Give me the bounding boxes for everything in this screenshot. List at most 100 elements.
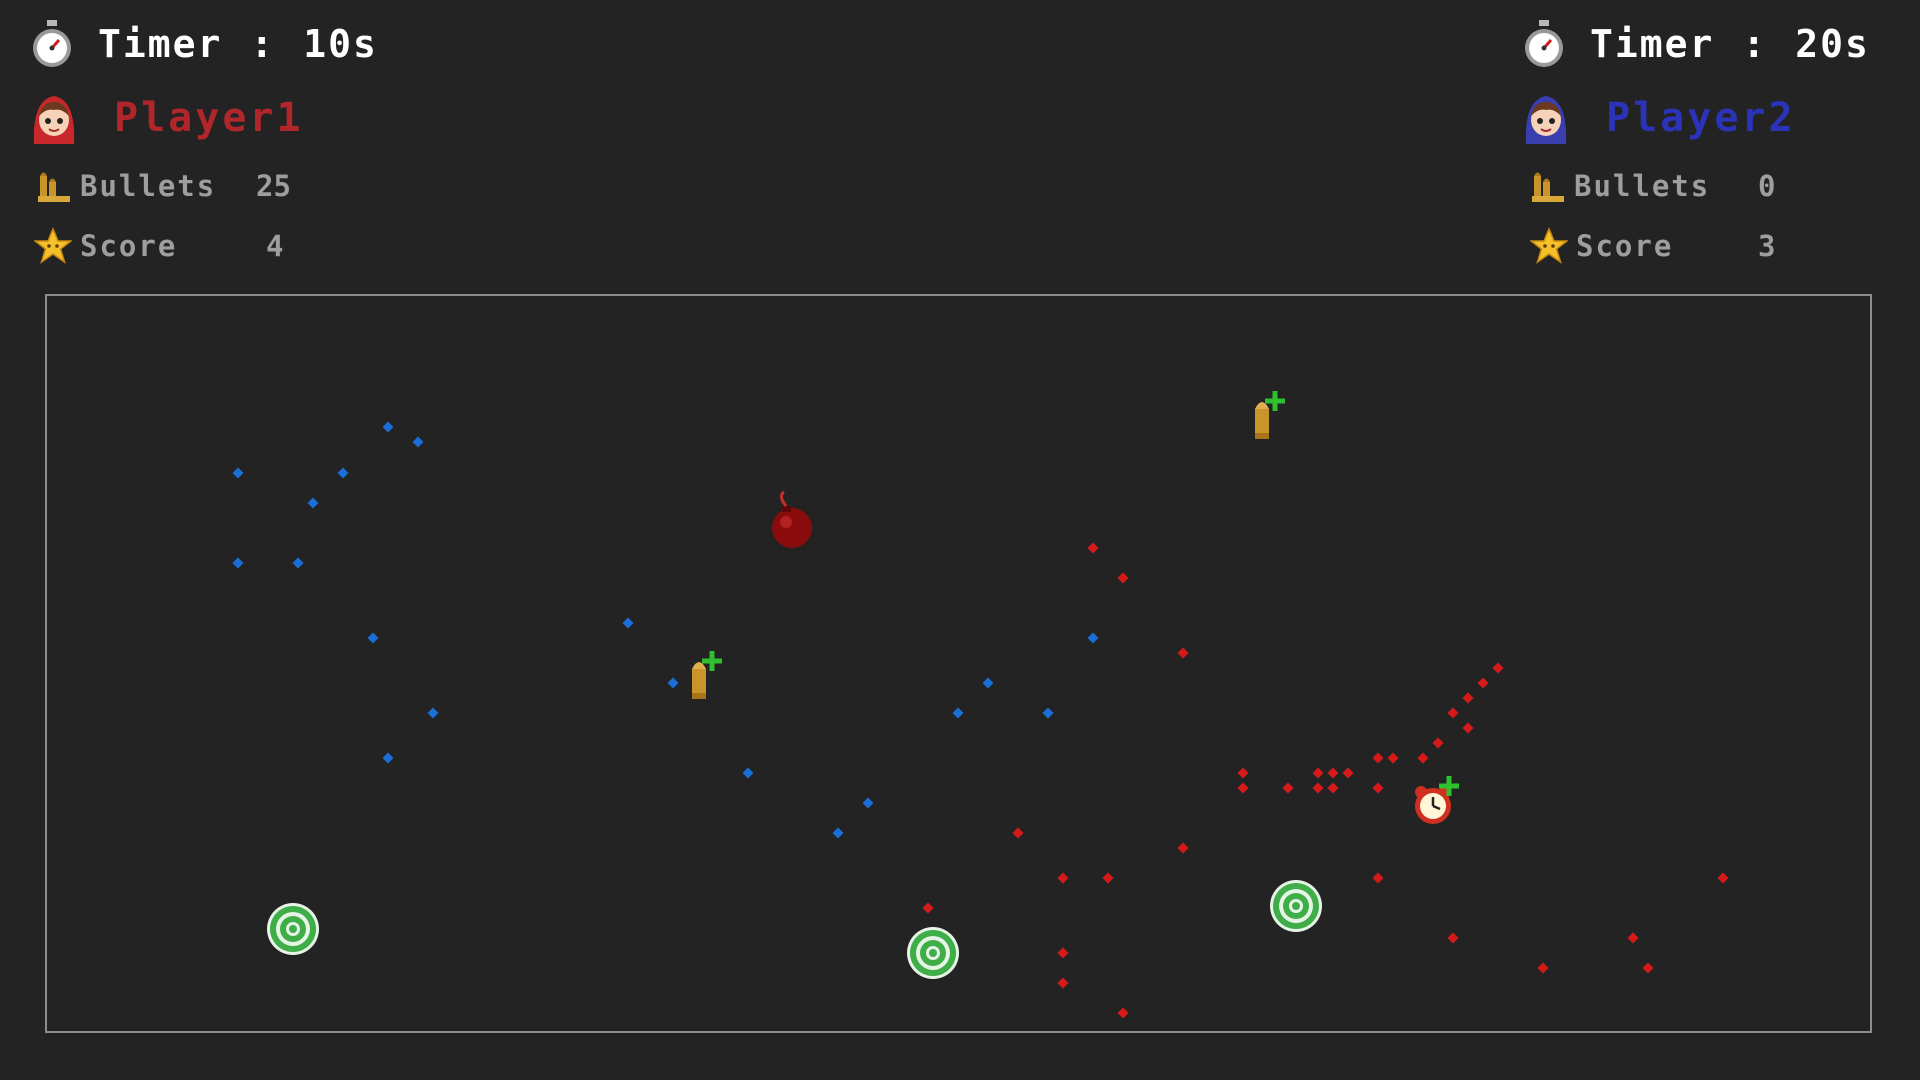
- bullets-icon: [38, 172, 70, 202]
- blue-shot-mark: [382, 752, 394, 764]
- red-shot-mark: [1057, 977, 1069, 989]
- blue-shot-mark: [667, 677, 679, 689]
- blue-shot-mark: [427, 707, 439, 719]
- red-shot-mark: [1717, 872, 1729, 884]
- red-shot-mark: [1312, 767, 1324, 779]
- red-shot-mark: [1312, 782, 1324, 794]
- player2-score-label: Score: [1576, 229, 1674, 263]
- red-shot-mark: [1372, 752, 1384, 764]
- red-shot-mark: [1447, 707, 1459, 719]
- blue-shot-mark: [367, 632, 379, 644]
- player2-timer: Timer : 20s: [1520, 18, 1870, 70]
- player1-timer-label: Timer: [98, 22, 223, 66]
- red-shot-mark: [1462, 692, 1474, 704]
- pickups: [692, 391, 1459, 824]
- red-shot-mark: [1642, 962, 1654, 974]
- player1-timer: Timer : 10s: [28, 18, 378, 70]
- blue-shot-mark: [832, 827, 844, 839]
- red-shot-mark: [1087, 542, 1099, 554]
- targets: [267, 880, 1322, 979]
- red-shot-mark: [1282, 782, 1294, 794]
- red-shot-mark: [1057, 872, 1069, 884]
- target-icon[interactable]: [267, 903, 319, 955]
- player2-shots: [232, 421, 1099, 839]
- red-shot-mark: [1432, 737, 1444, 749]
- alarm-clock-pickup-icon[interactable]: [1415, 776, 1459, 824]
- blue-shot-mark: [1087, 632, 1099, 644]
- red-shot-mark: [1387, 752, 1399, 764]
- blue-shot-mark: [952, 707, 964, 719]
- red-shot-mark: [1462, 722, 1474, 734]
- red-shot-mark: [1342, 767, 1354, 779]
- blue-shot-mark: [1042, 707, 1054, 719]
- player1-bullets-label: Bullets: [80, 169, 217, 203]
- stopwatch-icon: [33, 20, 71, 67]
- red-shot-mark: [1102, 872, 1114, 884]
- game-arena[interactable]: [45, 294, 1872, 1033]
- player2-timer-separator: :: [1742, 22, 1768, 66]
- stopwatch-icon: [1525, 20, 1563, 67]
- player1-name: Player1: [114, 95, 304, 141]
- blue-shot-mark: [232, 557, 244, 569]
- player-avatar-blue-icon: [1525, 96, 1567, 144]
- red-shot-mark: [1237, 767, 1249, 779]
- blue-shot-mark: [307, 497, 319, 509]
- player1-timer-separator: :: [250, 22, 276, 66]
- player-avatar-red-icon: [33, 96, 75, 144]
- red-shot-mark: [1117, 572, 1129, 584]
- player2-score-row: Score 3: [1530, 226, 1830, 266]
- red-shot-mark: [922, 902, 934, 914]
- player1-bullets-value: 25: [256, 169, 291, 203]
- blue-shot-mark: [982, 677, 994, 689]
- player1-shots: [922, 542, 1729, 1019]
- bullet-pickup-icon[interactable]: [1255, 391, 1285, 439]
- red-shot-mark: [1057, 947, 1069, 959]
- blue-shot-mark: [862, 797, 874, 809]
- player2-bullets-label: Bullets: [1574, 169, 1711, 203]
- target-icon[interactable]: [1270, 880, 1322, 932]
- red-shot-mark: [1177, 842, 1189, 854]
- blue-shot-mark: [622, 617, 634, 629]
- blue-shot-mark: [412, 436, 424, 448]
- player2-timer-value: 20s: [1795, 22, 1870, 66]
- blue-shot-mark: [232, 467, 244, 479]
- player2-name-row: Player2: [1520, 90, 1796, 146]
- player1-score-row: Score 4: [34, 226, 334, 266]
- red-shot-mark: [1327, 782, 1339, 794]
- red-shot-mark: [1237, 782, 1249, 794]
- player2-score-value: 3: [1758, 229, 1776, 263]
- player2-bullets-value: 0: [1758, 169, 1776, 203]
- player2-timer-label: Timer: [1590, 22, 1715, 66]
- blue-shot-mark: [292, 557, 304, 569]
- target-icon[interactable]: [907, 927, 959, 979]
- red-shot-mark: [1372, 872, 1384, 884]
- star-icon: [1530, 227, 1568, 264]
- red-shot-mark: [1537, 962, 1549, 974]
- bomb-icon[interactable]: [772, 490, 812, 548]
- player1-name-row: Player1: [28, 90, 304, 146]
- player1-bullets-row: Bullets 25: [36, 166, 336, 206]
- player1-score-value: 4: [266, 229, 284, 263]
- red-shot-mark: [1627, 932, 1639, 944]
- red-shot-mark: [1327, 767, 1339, 779]
- blue-shot-mark: [382, 421, 394, 433]
- bullet-pickup-icon[interactable]: [692, 651, 722, 699]
- red-shot-mark: [1477, 677, 1489, 689]
- red-shot-mark: [1012, 827, 1024, 839]
- red-shot-mark: [1177, 647, 1189, 659]
- blue-shot-mark: [742, 767, 754, 779]
- red-shot-mark: [1417, 752, 1429, 764]
- red-shot-mark: [1492, 662, 1504, 674]
- red-shot-mark: [1117, 1007, 1129, 1019]
- player1-score-label: Score: [80, 229, 178, 263]
- blue-shot-mark: [337, 467, 349, 479]
- bullets-icon: [1532, 172, 1564, 202]
- player2-bullets-row: Bullets 0: [1530, 166, 1830, 206]
- player2-name: Player2: [1606, 95, 1796, 141]
- red-shot-mark: [1447, 932, 1459, 944]
- player1-timer-value: 10s: [303, 22, 378, 66]
- star-icon: [34, 227, 72, 264]
- red-shot-mark: [1372, 782, 1384, 794]
